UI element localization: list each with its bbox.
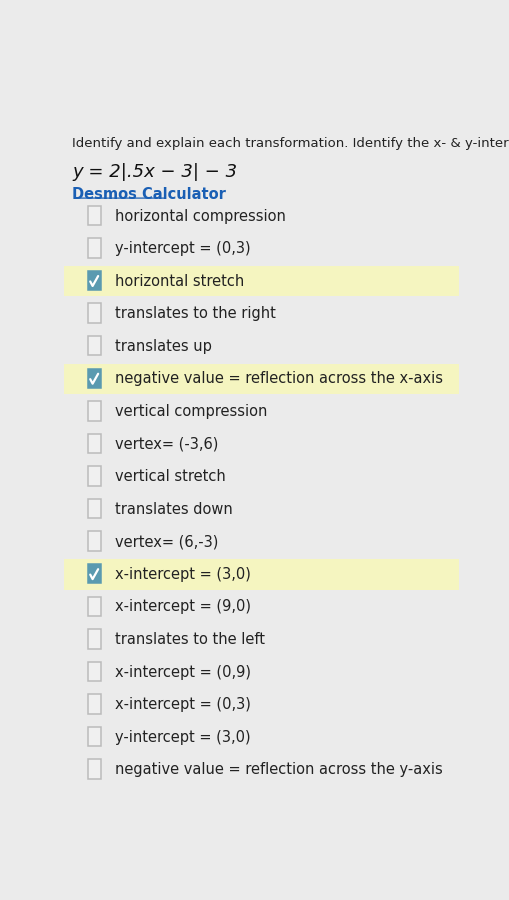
Text: vertical stretch: vertical stretch [115, 469, 225, 484]
Text: y-intercept = (3,0): y-intercept = (3,0) [115, 730, 250, 744]
Text: vertex= (6,-3): vertex= (6,-3) [115, 535, 218, 549]
Text: horizontal compression: horizontal compression [115, 209, 286, 223]
FancyBboxPatch shape [88, 303, 101, 323]
FancyBboxPatch shape [88, 336, 101, 356]
Text: translates up: translates up [115, 339, 212, 354]
FancyBboxPatch shape [88, 564, 101, 583]
FancyBboxPatch shape [88, 206, 101, 225]
Text: y-intercept = (0,3): y-intercept = (0,3) [115, 241, 250, 256]
Text: y = 2|.5x − 3| − 3: y = 2|.5x − 3| − 3 [72, 164, 237, 182]
Text: translates down: translates down [115, 501, 233, 517]
Text: translates to the right: translates to the right [115, 306, 275, 321]
FancyBboxPatch shape [88, 597, 101, 616]
FancyBboxPatch shape [88, 271, 101, 291]
Text: Identify and explain each transformation. Identify the x- & y-intercepts and the: Identify and explain each transformation… [72, 137, 509, 150]
FancyBboxPatch shape [88, 694, 101, 714]
FancyBboxPatch shape [88, 662, 101, 681]
FancyBboxPatch shape [64, 364, 458, 394]
Text: translates to the left: translates to the left [115, 632, 265, 647]
FancyBboxPatch shape [88, 760, 101, 778]
Text: x-intercept = (9,0): x-intercept = (9,0) [115, 599, 250, 615]
FancyBboxPatch shape [88, 531, 101, 551]
FancyBboxPatch shape [88, 499, 101, 518]
FancyBboxPatch shape [88, 369, 101, 388]
FancyBboxPatch shape [88, 238, 101, 257]
FancyBboxPatch shape [88, 401, 101, 420]
Text: vertical compression: vertical compression [115, 404, 267, 419]
Text: vertex= (-3,6): vertex= (-3,6) [115, 436, 218, 452]
FancyBboxPatch shape [64, 266, 458, 296]
FancyBboxPatch shape [88, 434, 101, 453]
FancyBboxPatch shape [88, 466, 101, 486]
Text: negative value = reflection across the x-axis: negative value = reflection across the x… [115, 372, 442, 386]
Text: horizontal stretch: horizontal stretch [115, 274, 244, 289]
FancyBboxPatch shape [88, 727, 101, 746]
FancyBboxPatch shape [88, 629, 101, 649]
Text: Desmos Calculator: Desmos Calculator [72, 187, 226, 202]
Text: x-intercept = (3,0): x-intercept = (3,0) [115, 567, 250, 582]
Text: x-intercept = (0,3): x-intercept = (0,3) [115, 698, 250, 712]
Text: negative value = reflection across the y-axis: negative value = reflection across the y… [115, 762, 442, 778]
FancyBboxPatch shape [64, 559, 458, 590]
Text: x-intercept = (0,9): x-intercept = (0,9) [115, 664, 250, 680]
